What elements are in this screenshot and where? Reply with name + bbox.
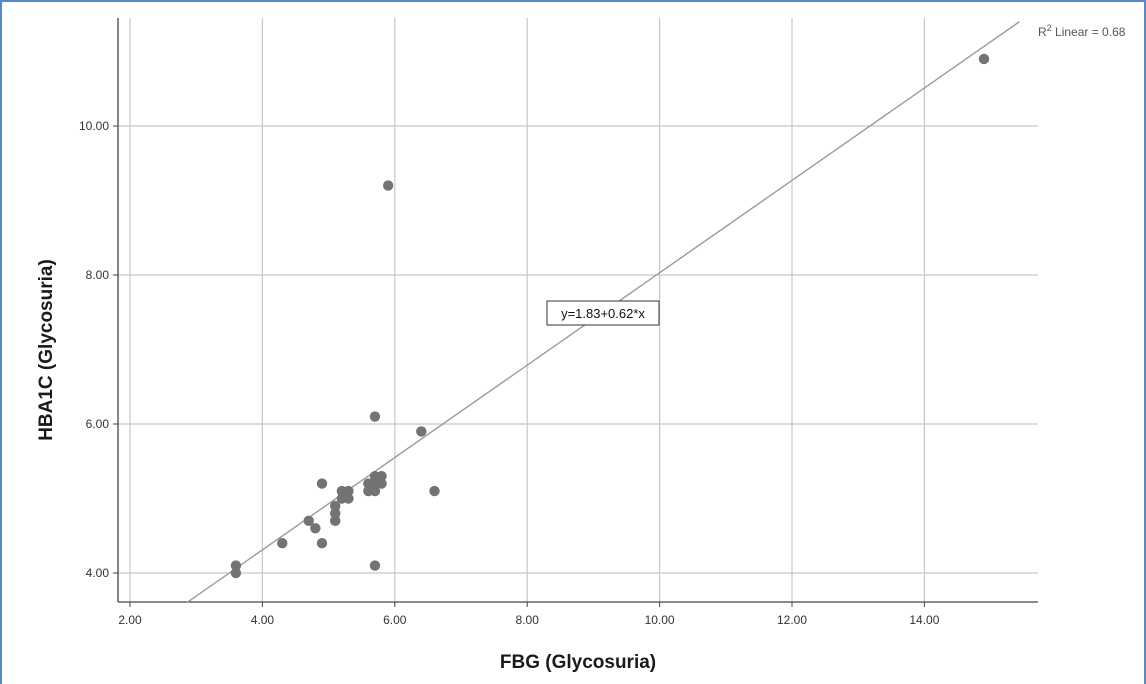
x-tick-label: 14.00: [909, 613, 939, 627]
scatter-point: [230, 560, 242, 571]
scatter-point: [429, 485, 440, 497]
scatter-point: [303, 515, 314, 527]
scatter-point: [376, 470, 387, 482]
scatter-point: [230, 567, 242, 579]
y-tick-label: 8.00: [86, 268, 110, 282]
scatter-point: [369, 560, 381, 571]
scatter-point: [316, 538, 328, 549]
scatter-point: [310, 523, 321, 534]
scatter-point: [343, 485, 354, 497]
y-tick-label: 4.00: [86, 566, 110, 580]
r2-superscript: 2: [1047, 23, 1052, 33]
axis-layer: [113, 18, 1038, 607]
scatter-point: [978, 53, 990, 65]
fit-equation-label: y=1.83+0.62*x: [561, 306, 645, 321]
scatter-point: [343, 493, 354, 504]
y-tick-label: 10.00: [79, 119, 109, 133]
scatter-point: [330, 500, 341, 512]
x-tick-label: 2.00: [118, 613, 142, 627]
points-layer: [230, 53, 990, 579]
y-axis-title: HBA1C (Glycosuria): [36, 259, 57, 441]
x-tick-label: 6.00: [383, 613, 407, 627]
x-tick-label: 4.00: [251, 613, 275, 627]
scatter-point: [369, 411, 381, 422]
scatter-point: [416, 426, 427, 437]
scatter-point: [277, 538, 288, 549]
scatter-point: [369, 485, 381, 497]
x-tick-label: 8.00: [516, 613, 540, 627]
y-tick-label: 6.00: [86, 417, 110, 431]
label-layer: 2.00 4.00 6.00 8.00 10.00 12.00 14.00 4.00 6.00 8…: [79, 119, 940, 627]
scatter-point: [376, 478, 387, 489]
x-tick-label: 12.00: [777, 613, 807, 627]
scatter-point: [382, 180, 394, 191]
r2-linear-label: R2 Linear = 0.68: [1038, 23, 1126, 39]
scatter-point: [330, 515, 341, 527]
scatter-point: [316, 478, 328, 489]
x-axis-title: FBG (Glycosuria): [500, 652, 656, 673]
x-tick-label: 10.00: [645, 613, 675, 627]
grid-layer: [118, 18, 1038, 602]
scatter-point: [330, 508, 341, 519]
r2-prefix: R: [1038, 25, 1047, 39]
r2-suffix: Linear = 0.68: [1052, 25, 1126, 39]
fit-equation-box: y=1.83+0.62*x: [546, 300, 660, 326]
